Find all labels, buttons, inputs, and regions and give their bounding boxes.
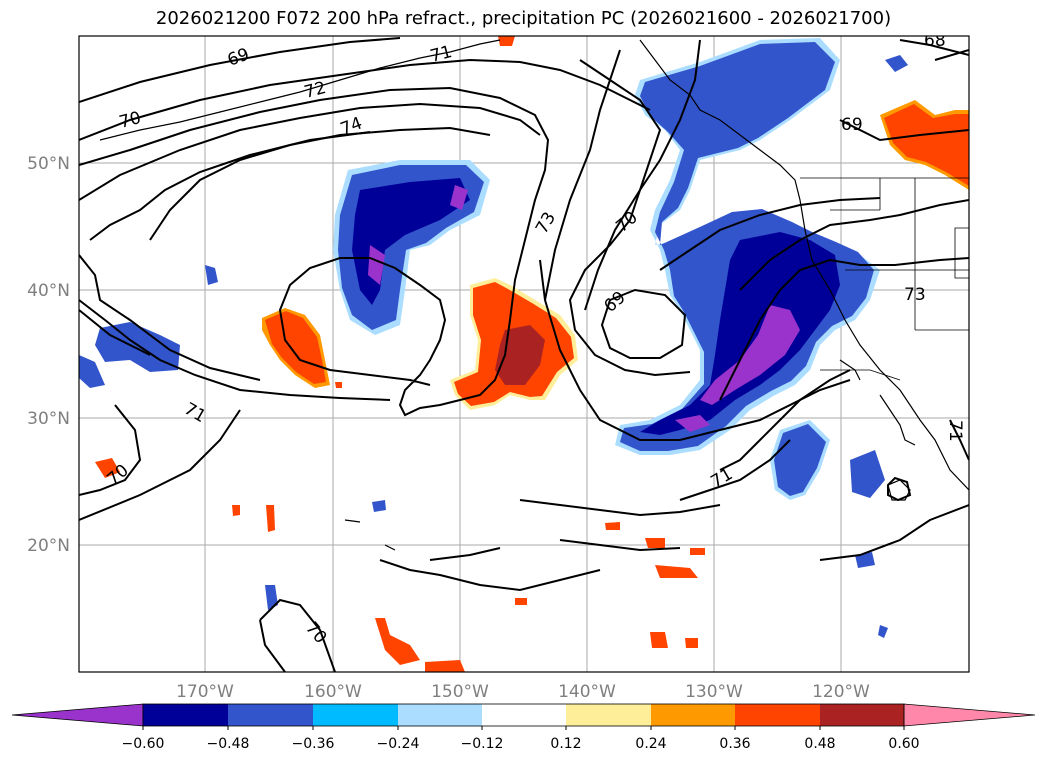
contour-label: 71 bbox=[945, 420, 965, 442]
colorbar-segment bbox=[143, 704, 228, 726]
colorbar-label: 0.24 bbox=[635, 736, 666, 752]
lon-label: 160°W bbox=[304, 682, 362, 702]
colorbar-extend-high bbox=[903, 703, 1036, 727]
lon-label: 120°W bbox=[812, 682, 870, 702]
refractivity-contours bbox=[79, 37, 969, 672]
colorbar-label: 0.60 bbox=[888, 736, 919, 752]
colorbar-segment bbox=[228, 704, 313, 726]
map-frame bbox=[78, 35, 970, 673]
colorbar: −0.60 −0.48 −0.36 −0.24 −0.12 0.12 0.24 … bbox=[11, 703, 1036, 752]
colorbar-label: 0.48 bbox=[804, 736, 835, 752]
colorbar-label: 0.36 bbox=[719, 736, 750, 752]
lat-label: 50°N bbox=[27, 154, 70, 174]
contour-label: 68 bbox=[924, 31, 946, 51]
lon-label: 140°W bbox=[558, 682, 616, 702]
longitude-labels: 170°W 160°W 150°W 140°W 130°W 120°W bbox=[176, 682, 870, 702]
lat-label: 20°N bbox=[27, 536, 70, 556]
lat-label: 40°N bbox=[27, 281, 70, 301]
colorbar-segment bbox=[482, 704, 566, 726]
lon-label: 130°W bbox=[685, 682, 743, 702]
precip-positive-areas bbox=[95, 36, 969, 672]
colorbar-segment bbox=[651, 704, 735, 726]
map-title: 2026021200 F072 200 hPa refract., precip… bbox=[155, 8, 892, 29]
colorbar-segment bbox=[820, 704, 904, 726]
colorbar-label: −0.48 bbox=[207, 736, 250, 752]
colorbar-label: −0.60 bbox=[122, 736, 165, 752]
lon-label: 170°W bbox=[176, 682, 234, 702]
colorbar-segment bbox=[398, 704, 482, 726]
borders bbox=[800, 177, 969, 381]
contour-label: 69 bbox=[841, 115, 863, 135]
lat-label: 30°N bbox=[27, 409, 70, 429]
colorbar-extend-low bbox=[11, 703, 144, 727]
lon-label: 150°W bbox=[431, 682, 489, 702]
colorbar-label: 0.12 bbox=[550, 736, 581, 752]
colorbar-label: −0.12 bbox=[461, 736, 504, 752]
precip-negative-areas bbox=[79, 38, 908, 638]
colorbar-label: −0.36 bbox=[292, 736, 335, 752]
contour-label: 73 bbox=[904, 285, 926, 305]
colorbar-label: −0.24 bbox=[377, 736, 420, 752]
latitude-labels: 50°N 40°N 30°N 20°N bbox=[27, 154, 70, 556]
colorbar-segment bbox=[735, 704, 820, 726]
colorbar-segment bbox=[566, 704, 651, 726]
colorbar-segment bbox=[313, 704, 398, 726]
